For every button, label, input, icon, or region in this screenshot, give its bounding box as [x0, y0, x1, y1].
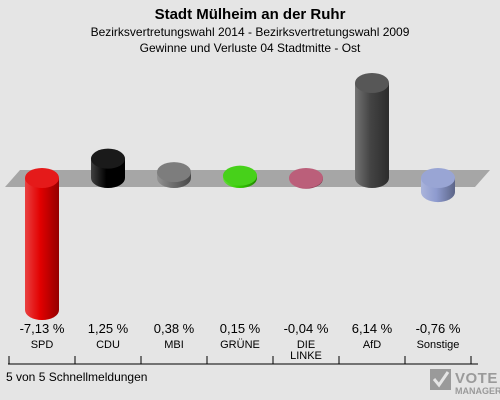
bar-1 — [91, 148, 125, 188]
category-ticks-group — [8, 356, 472, 364]
chart-title: Stadt Mülheim an der Ruhr — [155, 6, 346, 23]
bar-6 — [421, 168, 455, 203]
category-label-3: GRÜNE — [220, 339, 260, 351]
bar-4 — [289, 168, 323, 189]
chart-subtitle-line-2: Gewinne und Verluste 04 Stadtmitte - Ost — [140, 41, 361, 55]
category-label-6: Sonstige — [417, 339, 460, 351]
bar-0 — [25, 168, 59, 320]
value-label-0: -7,13 % — [20, 321, 65, 336]
footer-status: 5 von 5 Schnellmeldungen — [6, 370, 147, 384]
value-label-3: 0,15 % — [220, 321, 261, 336]
bar-2 — [157, 162, 191, 188]
bars-group — [25, 73, 455, 320]
value-label-4: -0,04 % — [284, 321, 329, 336]
logo-subtext: MANAGER — [455, 386, 500, 396]
chart-subtitle-line-1: Bezirksvertretungswahl 2014 - Bezirksver… — [91, 25, 410, 39]
value-labels-group: -7,13 % 1,25 % 0,38 % 0,15 % -0,04 % 6,14 % -0… — [20, 321, 461, 336]
category-label-5: AfD — [363, 339, 381, 351]
category-label-2: MBI — [164, 339, 184, 351]
category-label-1: CDU — [96, 339, 120, 351]
value-label-2: 0,38 % — [154, 321, 195, 336]
logo-check-icon — [430, 369, 451, 390]
category-label-4-1: LINKE — [290, 350, 322, 362]
category-label-4-0: DIE — [297, 339, 315, 351]
value-label-1: 1,25 % — [88, 321, 129, 336]
votemanager-logo: VOTE MANAGER — [430, 369, 500, 396]
bar-5 — [355, 73, 389, 188]
category-label-0: SPD — [31, 339, 54, 351]
logo-text: VOTE — [455, 370, 498, 387]
value-label-5: 6,14 % — [352, 321, 393, 336]
bar-3 — [223, 165, 257, 188]
value-label-6: -0,76 % — [416, 321, 461, 336]
